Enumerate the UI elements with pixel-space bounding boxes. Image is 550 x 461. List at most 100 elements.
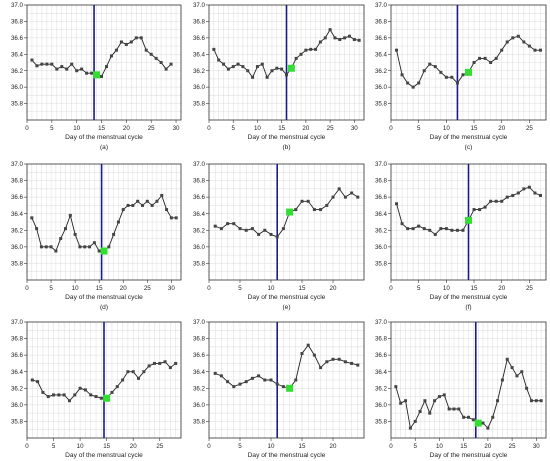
temperature-point — [478, 208, 482, 212]
temperature-point — [400, 73, 404, 77]
temperature-point — [505, 40, 509, 44]
temperature-point — [483, 56, 487, 60]
plot-frame — [26, 163, 182, 281]
x-tick-label: 20 — [120, 285, 127, 292]
temperature-point — [270, 69, 274, 73]
temperature-point — [331, 195, 335, 199]
temperature-point — [116, 220, 120, 224]
temperature-point — [433, 399, 437, 403]
x-tick-label: 20 — [498, 125, 505, 132]
y-tick-label: 36.6 — [193, 194, 206, 201]
temperature-point — [417, 224, 421, 228]
x-tick-label: 10 — [443, 125, 450, 132]
temperature-point — [275, 66, 279, 70]
temperature-point — [399, 401, 403, 405]
y-tick-label: 37.0 — [11, 161, 24, 168]
temperature-point — [533, 48, 537, 52]
temperature-point — [238, 227, 242, 231]
temperature-point — [461, 73, 465, 77]
ovulation-marker — [474, 419, 482, 427]
temperature-point — [439, 70, 443, 74]
y-tick-label: 37.0 — [193, 161, 206, 168]
y-tick-label: 37.0 — [375, 161, 388, 168]
y-tick-label: 36.6 — [375, 194, 388, 201]
y-tick-label: 36.4 — [11, 369, 24, 376]
temperature-point — [299, 52, 303, 56]
temperature-point — [455, 81, 459, 85]
temperature-point — [219, 227, 223, 231]
temperature-point — [418, 409, 422, 413]
chart-panel-i: 35.8 36.0 36.2 36.4 36.6 36.8 37.0 0 5 10 15 20 25 30… — [375, 319, 547, 459]
temperature-point — [457, 407, 461, 411]
temperature-point — [174, 216, 178, 220]
temperature-point — [100, 74, 104, 78]
temperature-point — [212, 47, 216, 51]
temperature-point — [500, 199, 504, 203]
x-tick-label: 5 — [417, 125, 421, 132]
ovulation-marker — [103, 394, 111, 402]
temperature-point — [319, 208, 323, 212]
temperature-point — [137, 376, 141, 380]
temperature-point — [533, 191, 537, 195]
x-tick-label: 20 — [130, 443, 137, 450]
y-tick-label: 36.2 — [193, 227, 206, 234]
x-tick-label: 25 — [148, 125, 155, 132]
x-tick-label: 20 — [330, 443, 337, 450]
temperature-point — [483, 205, 487, 209]
temperature-point — [450, 228, 454, 232]
chart-panel-d: 35.8 36.0 36.2 36.4 36.6 36.8 37.0 0 5 10 15 20 25 30… — [11, 161, 182, 311]
y-tick-label: 36.0 — [11, 84, 24, 91]
x-tick-label: 15 — [460, 443, 467, 450]
panel-letter: (c) — [465, 144, 473, 151]
temperature-point — [269, 232, 273, 236]
temperature-point — [121, 208, 125, 212]
temperature-point — [527, 44, 531, 48]
temperature-point — [124, 42, 128, 46]
x-tick-label: 10 — [268, 443, 275, 450]
temperature-point — [244, 380, 248, 384]
temperature-point — [131, 203, 135, 207]
temperature-point — [260, 62, 264, 66]
temperature-point — [323, 36, 327, 40]
temperature-point — [422, 69, 426, 73]
plot-frame — [208, 321, 365, 439]
temperature-point — [92, 241, 96, 245]
ovulation-marker — [286, 384, 294, 392]
temperature-point — [489, 61, 493, 64]
y-tick-label: 36.6 — [375, 352, 388, 359]
plot-frame — [390, 4, 547, 121]
temperature-point — [169, 216, 173, 220]
temperature-point — [538, 48, 542, 52]
temperature-point — [356, 363, 360, 367]
y-tick-label: 37.0 — [193, 2, 206, 9]
temperature-point — [99, 396, 103, 400]
plot-frame — [390, 321, 547, 439]
temperature-point — [486, 426, 490, 430]
chart-panel-c: 35.8 36.0 36.2 36.4 36.6 36.8 37.0 0 5 10 15 20 25 Da… — [375, 2, 547, 151]
temperature-point — [94, 395, 98, 399]
y-tick-label: 35.8 — [11, 101, 24, 108]
temperature-point — [217, 58, 221, 62]
temperature-point — [126, 370, 130, 374]
temperature-point — [246, 69, 250, 73]
x-tick-label: 25 — [327, 125, 334, 132]
temperature-point — [478, 56, 482, 60]
y-tick-label: 36.8 — [193, 178, 206, 185]
y-tick-label: 37.0 — [11, 2, 24, 9]
temperature-point — [406, 81, 410, 85]
x-tick-label: 20 — [123, 125, 130, 132]
temperature-point — [439, 227, 443, 231]
temperature-point — [152, 361, 156, 365]
temperature-point — [45, 62, 49, 66]
temperature-point — [241, 65, 245, 69]
x-tick-label: 10 — [443, 285, 450, 292]
ovulation-marker — [465, 68, 472, 76]
temperature-point — [450, 75, 454, 79]
y-tick-label: 36.8 — [11, 19, 24, 26]
temperature-point — [169, 62, 173, 66]
temperature-point — [462, 415, 466, 419]
temperature-point — [352, 38, 356, 41]
temperature-point — [280, 67, 284, 71]
temperature-point — [347, 34, 351, 38]
